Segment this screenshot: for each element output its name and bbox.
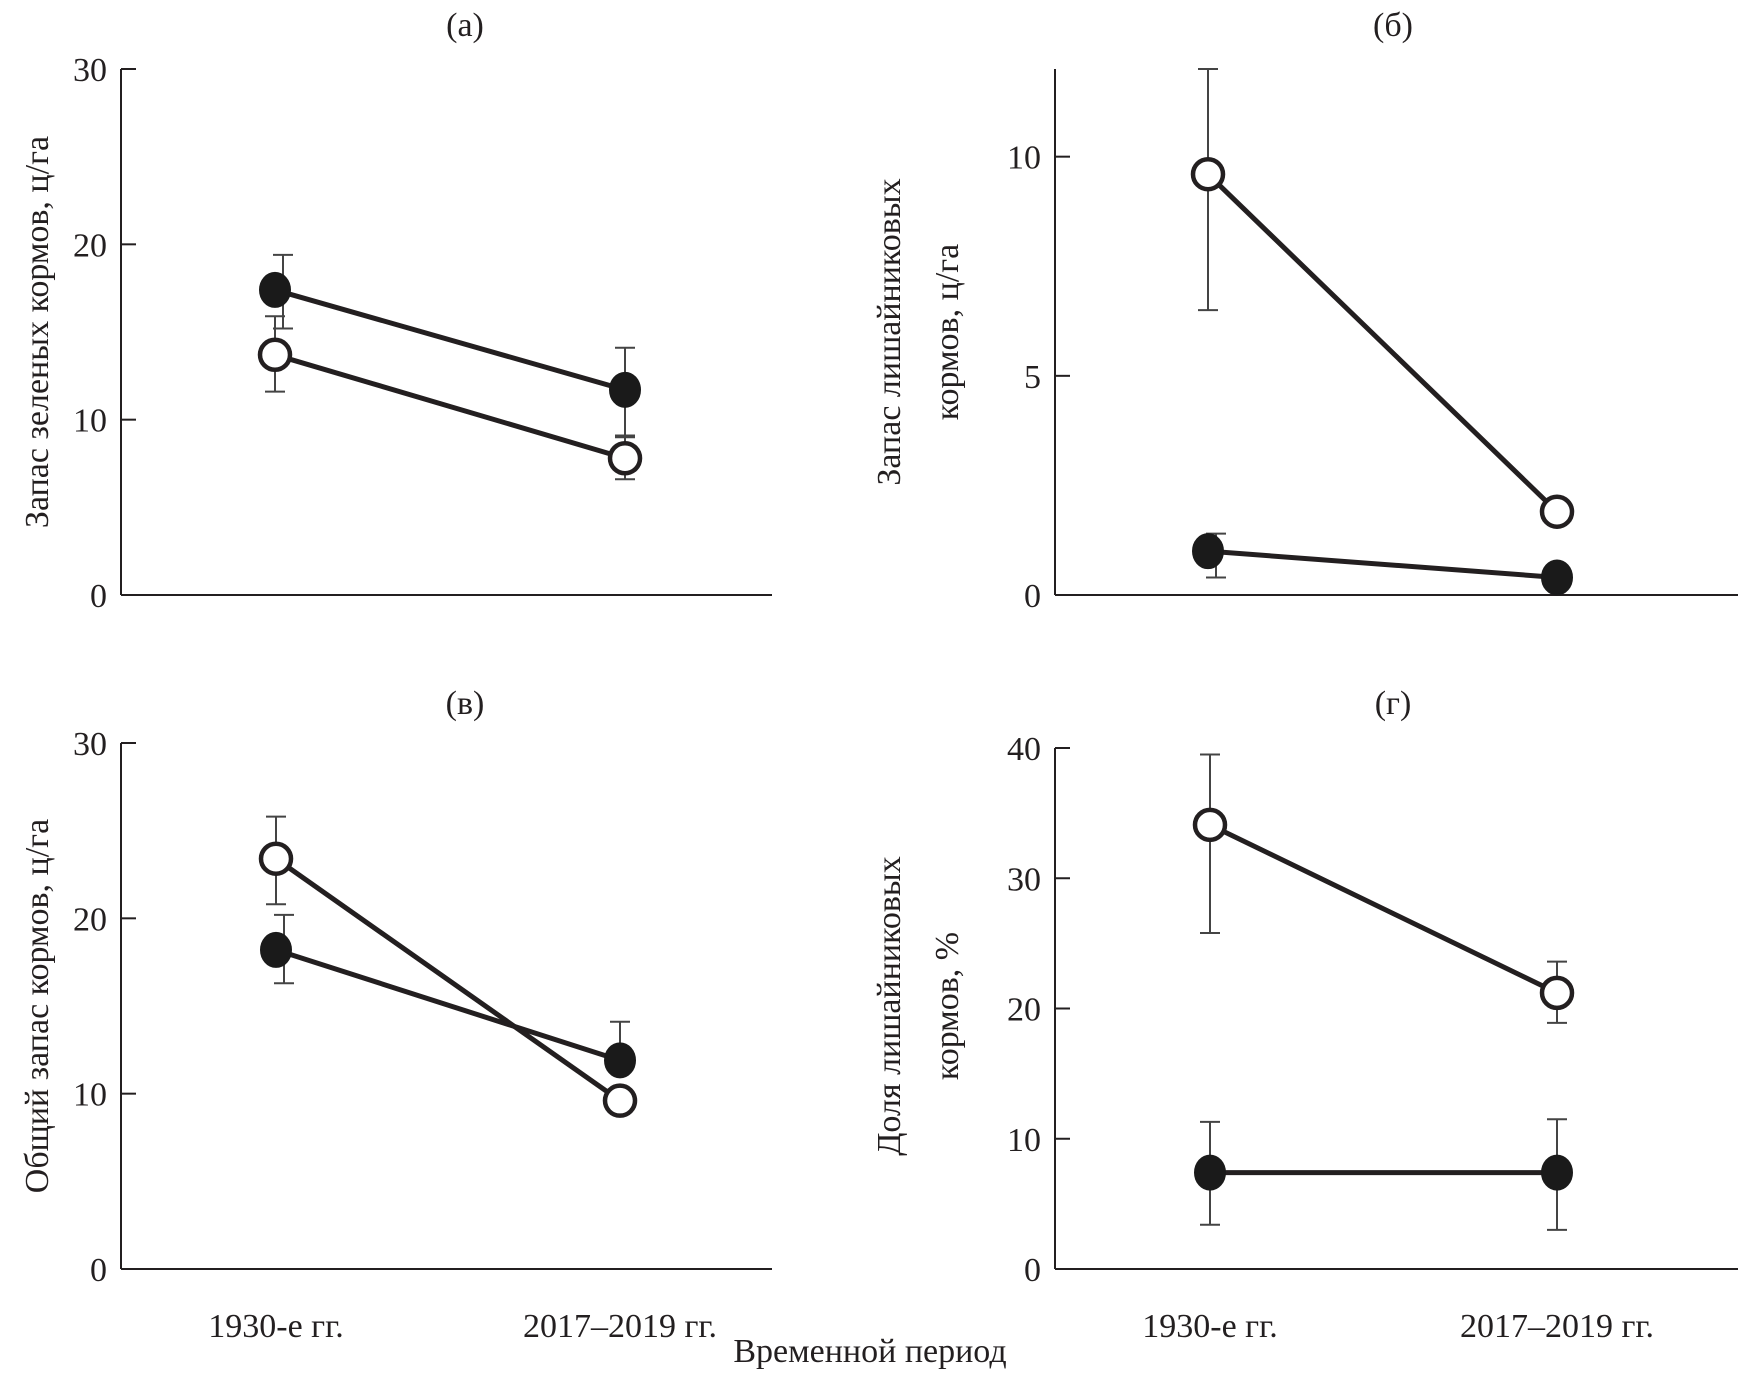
series-line-open xyxy=(274,352,626,461)
y-tick-label: 20 xyxy=(1007,992,1041,1029)
data-point-open xyxy=(1190,156,1226,192)
data-point-filled xyxy=(1541,559,1573,596)
panel-title: (б) xyxy=(1373,7,1413,44)
y-tick-label: 0 xyxy=(90,578,107,615)
series-line-open xyxy=(274,856,622,1103)
data-point-filled xyxy=(1541,1154,1573,1191)
y-tick-label: 30 xyxy=(73,726,107,763)
y-tick-label: 40 xyxy=(1007,731,1041,768)
data-point-open xyxy=(1539,975,1575,1011)
x-tick-label: 2017–2019 гг. xyxy=(1460,1308,1654,1345)
y-tick-label: 20 xyxy=(73,901,107,938)
panel-title: (г) xyxy=(1375,685,1412,722)
data-point-open xyxy=(607,440,643,476)
y-tick-label: 10 xyxy=(73,1077,107,1114)
panel-v: (в) 0 10 20 30 Общий запас кормов, ц/га 1930-е… xyxy=(19,685,772,1345)
y-axis-title: кормов, % xyxy=(929,932,966,1080)
data-point-filled xyxy=(259,271,291,308)
y-axis-title: Запас зеленых кормов, ц/га xyxy=(19,136,56,528)
y-tick-label: 5 xyxy=(1024,359,1041,396)
y-tick-label: 0 xyxy=(90,1252,107,1289)
series-open xyxy=(1200,753,1567,1024)
x-tick-label: 1930-е гг. xyxy=(208,1308,343,1345)
y-tick-label: 10 xyxy=(1007,1122,1041,1159)
data-point-filled xyxy=(1192,533,1224,570)
data-point-open xyxy=(1192,807,1228,843)
y-tick-label: 10 xyxy=(73,403,107,440)
series-line-filled xyxy=(275,947,621,1063)
panel-title: (в) xyxy=(446,685,485,722)
x-tick-label: 2017–2019 гг. xyxy=(523,1308,717,1345)
series-open xyxy=(1198,68,1218,312)
panel-title: (а) xyxy=(446,7,484,44)
panel-g: (г) 0 10 20 30 40 Доля лишайниковых кормов, % 19… xyxy=(871,685,1738,1345)
data-point-filled xyxy=(604,1042,636,1079)
data-point-open xyxy=(602,1083,638,1118)
data-point-open xyxy=(1539,494,1575,529)
data-point-open xyxy=(258,841,294,876)
data-point-filled xyxy=(260,931,292,968)
data-point-filled xyxy=(609,371,641,408)
y-axis-title: Общий запас кормов, ц/га xyxy=(19,819,56,1193)
series-filled xyxy=(274,913,630,1061)
y-tick-label: 30 xyxy=(73,52,107,89)
series-line-filled xyxy=(274,287,626,393)
y-axis-title: кормов, ц/га xyxy=(929,244,966,421)
y-tick-label: 30 xyxy=(1007,861,1041,898)
series-line-open xyxy=(1208,822,1559,996)
y-tick-label: 20 xyxy=(73,227,107,264)
y-axis-title: Доля лишайниковых xyxy=(871,856,908,1156)
data-point-filled xyxy=(1194,1154,1226,1191)
data-point-open xyxy=(257,337,293,373)
panel-b: (б) 0 5 10 Запас лишайниковых кормов, ц/га xyxy=(871,7,1738,615)
y-axis-title: Запас лишайниковых xyxy=(871,178,908,485)
y-tick-label: 0 xyxy=(1024,1252,1041,1289)
series-line-filled xyxy=(1207,548,1558,580)
panel-a: (а) 0 10 20 30 Запас зеленых кормов, ц/га xyxy=(19,7,772,615)
x-axis-title: Временной период xyxy=(733,1333,1006,1370)
series-line-open xyxy=(1206,172,1559,514)
y-tick-label: 10 xyxy=(1007,140,1041,177)
x-tick-label: 1930-е гг. xyxy=(1142,1308,1277,1345)
y-tick-label: 0 xyxy=(1024,578,1041,615)
